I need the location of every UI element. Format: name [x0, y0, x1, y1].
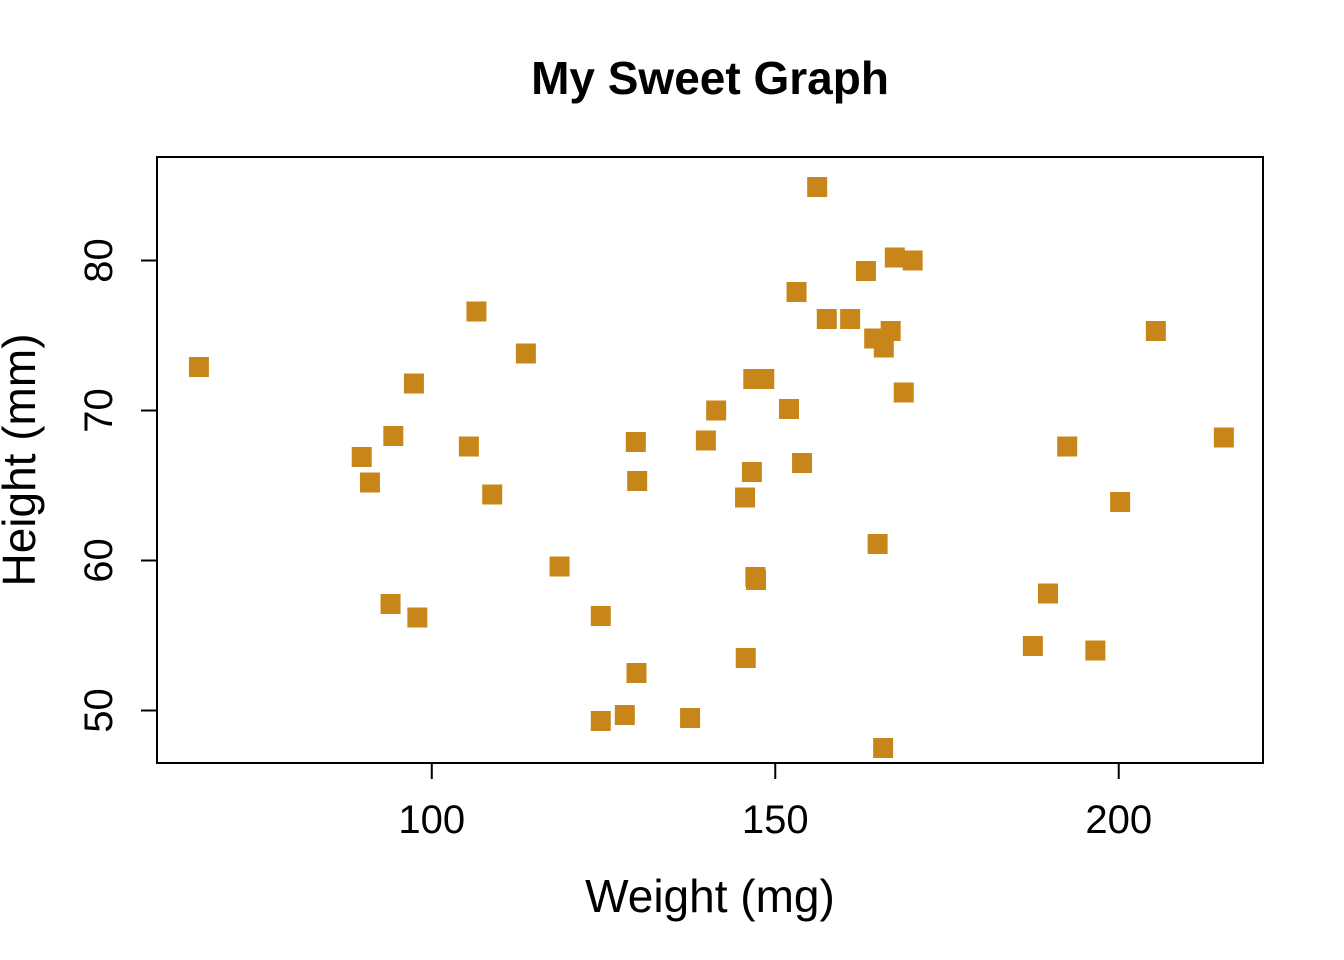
x-axis-title: Weight (mg) — [585, 870, 835, 922]
chart-title: My Sweet Graph — [531, 52, 889, 104]
scatter-point — [359, 472, 380, 493]
scatter-point — [893, 382, 914, 403]
scatter-point — [680, 708, 701, 728]
scatter-point — [855, 261, 876, 281]
y-tick-label: 50 — [77, 688, 121, 733]
scatter-point — [1022, 636, 1043, 656]
scatter-point — [816, 309, 837, 329]
scatter-point — [1057, 436, 1078, 457]
scatter-point — [590, 711, 611, 731]
scatter-point — [1145, 321, 1166, 341]
data-points — [188, 177, 1234, 758]
scatter-point — [779, 399, 799, 419]
x-tick-label: 200 — [1085, 798, 1152, 842]
scatter-point — [626, 663, 647, 683]
scatter-point — [706, 400, 727, 421]
scatter-point — [807, 177, 828, 197]
scatter-point — [466, 301, 487, 322]
scatter-point — [1085, 640, 1106, 661]
scatter-point — [884, 247, 905, 268]
scatter-point — [188, 357, 209, 377]
scatter-point — [880, 321, 901, 341]
scatter-point — [840, 309, 861, 329]
x-tick-label: 150 — [742, 798, 809, 842]
scatter-point — [786, 282, 807, 302]
scatter-point — [873, 738, 894, 758]
scatter-point — [407, 607, 428, 628]
scatter-point — [746, 570, 767, 590]
scatter-point — [515, 343, 536, 364]
scatter-point — [383, 426, 404, 446]
scatter-point — [735, 648, 756, 668]
scatter-point — [735, 487, 756, 508]
scatter-point — [792, 453, 813, 473]
scatter-point — [695, 430, 716, 451]
scatter-point — [627, 471, 648, 491]
scatter-point — [625, 432, 646, 452]
scatter-point — [741, 462, 762, 482]
scatter-point — [867, 534, 888, 554]
scatter-point — [1110, 492, 1131, 512]
x-axis: 100 150 200 — [398, 762, 1152, 842]
y-tick-label: 80 — [77, 238, 121, 283]
scatter-point — [351, 447, 372, 467]
scatter-point — [458, 436, 479, 457]
x-tick-label: 100 — [398, 798, 465, 842]
y-tick-label: 60 — [77, 538, 121, 583]
scatter-point — [1037, 583, 1058, 604]
scatter-point — [1213, 427, 1234, 448]
scatter-point — [403, 373, 424, 394]
scatter-point — [614, 705, 635, 725]
scatter-point — [590, 606, 611, 626]
scatter-point — [902, 250, 923, 271]
scatter-point — [549, 556, 570, 577]
scatter-point — [873, 337, 894, 358]
scatter-point — [482, 484, 503, 505]
y-axis-title: Height (mm) — [0, 333, 45, 586]
y-axis: 50 60 70 80 — [77, 238, 158, 733]
y-tick-label: 70 — [77, 388, 121, 433]
scatter-point — [754, 369, 775, 389]
scatter-point — [380, 594, 401, 614]
